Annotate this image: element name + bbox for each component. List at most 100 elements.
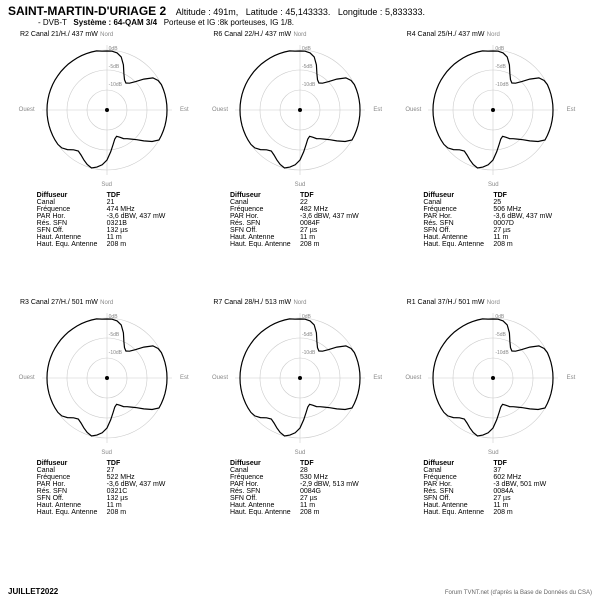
info-value: -3,6 dBW, 437 mW — [107, 481, 177, 488]
dir-label-south: Sud — [295, 182, 306, 188]
info-key: Rés. SFN — [230, 488, 300, 495]
info-value: 27 — [107, 467, 177, 474]
info-block: DiffuseurTDFCanal21Fréquence474 MHzPAR H… — [37, 192, 177, 248]
info-key: SFN Off. — [230, 495, 300, 502]
info-row: Rés. SFN0007D — [423, 220, 563, 227]
info-row: Rés. SFN0084A — [423, 488, 563, 495]
footer-date: JUILLET2022 — [8, 587, 58, 596]
info-row: Haut. Equ. Antenne208 m — [37, 241, 177, 248]
info-row: Canal21 — [37, 199, 177, 206]
dir-label-west: Ouest — [19, 375, 35, 381]
polar-chart: NordSudEstOuest0dB-5dB-10dB — [423, 40, 563, 180]
info-value: TDF — [300, 192, 370, 199]
site-name: SAINT-MARTIN-D'URIAGE 2 — [8, 4, 166, 18]
info-row: Rés. SFN0321B — [37, 220, 177, 227]
info-key: Haut. Equ. Antenne — [230, 241, 300, 248]
diagram-cell: R2 Canal 21/H./ 437 mW NordSudEstOuest0d… — [10, 31, 203, 299]
info-row: Canal22 — [230, 199, 370, 206]
db-label: 0dB — [302, 46, 311, 52]
info-key: Haut. Antenne — [37, 502, 107, 509]
porteuse: Porteuse et IG :8k porteuses, IG 1/8. — [164, 18, 294, 27]
info-value: 0084G — [300, 488, 370, 495]
info-row: Haut. Equ. Antenne208 m — [423, 241, 563, 248]
dir-label-north: Nord — [293, 32, 306, 38]
db-label: 0dB — [495, 314, 504, 320]
db-label: -10dB — [109, 350, 122, 356]
info-key: PAR Hor. — [230, 481, 300, 488]
system-line: - DVB-T Système : 64-QAM 3/4 Porteuse et… — [8, 18, 592, 27]
info-row: Rés. SFN0084G — [230, 488, 370, 495]
sys-value: 64-QAM 3/4 — [113, 18, 157, 27]
info-value: TDF — [300, 460, 370, 467]
dir-label-east: Est — [567, 107, 576, 113]
info-value: 602 MHz — [493, 474, 563, 481]
info-row: Fréquence482 MHz — [230, 206, 370, 213]
dir-label-south: Sud — [101, 182, 112, 188]
info-row: SFN Off.27 µs — [423, 495, 563, 502]
info-value: 11 m — [300, 234, 370, 241]
info-row: Haut. Antenne11 m — [37, 234, 177, 241]
dir-label-west: Ouest — [405, 375, 421, 381]
info-key: Canal — [37, 467, 107, 474]
info-value: 11 m — [493, 234, 563, 241]
info-row: PAR Hor.-3,6 dBW, 437 mW — [37, 213, 177, 220]
info-key: SFN Off. — [37, 495, 107, 502]
info-value: 0007D — [493, 220, 563, 227]
info-row: Haut. Antenne11 m — [230, 234, 370, 241]
dvb: - DVB-T — [38, 18, 67, 27]
db-label: -5dB — [109, 64, 120, 70]
info-key: Fréquence — [37, 474, 107, 481]
db-label: -5dB — [302, 64, 313, 70]
lat-value: 45,143333. — [285, 7, 330, 17]
info-key: Rés. SFN — [37, 488, 107, 495]
info-key: PAR Hor. — [423, 481, 493, 488]
polar-chart: NordSudEstOuest0dB-5dB-10dB — [37, 308, 177, 448]
info-key: Fréquence — [423, 206, 493, 213]
info-key: PAR Hor. — [230, 213, 300, 220]
info-row: DiffuseurTDF — [423, 460, 563, 467]
alt-label: Altitude : — [176, 7, 211, 17]
info-row: Haut. Equ. Antenne208 m — [230, 241, 370, 248]
info-value: 208 m — [300, 241, 370, 248]
info-key: SFN Off. — [37, 227, 107, 234]
info-key: Haut. Equ. Antenne — [423, 241, 493, 248]
info-value: 37 — [493, 467, 563, 474]
info-value: 132 µs — [107, 495, 177, 502]
diagram-cell: R7 Canal 28/H./ 513 mW NordSudEstOuest0d… — [203, 299, 396, 567]
db-label: 0dB — [109, 46, 118, 52]
db-label: 0dB — [302, 314, 311, 320]
polar-chart: NordSudEstOuest0dB-5dB-10dB — [423, 308, 563, 448]
dir-label-north: Nord — [487, 300, 500, 306]
info-value: 530 MHz — [300, 474, 370, 481]
dir-label-east: Est — [180, 375, 189, 381]
info-value: 0321C — [107, 488, 177, 495]
info-value: 11 m — [107, 234, 177, 241]
cell-title: R6 Canal 22/H./ 437 mW — [213, 31, 291, 38]
info-key: Haut. Antenne — [423, 502, 493, 509]
lon-label: Longitude : — [338, 7, 383, 17]
cell-title: R1 Canal 37/H./ 501 mW — [407, 299, 485, 306]
dir-label-east: Est — [373, 107, 382, 113]
info-row: Haut. Antenne11 m — [230, 502, 370, 509]
cell-title: R4 Canal 25/H./ 437 mW — [407, 31, 485, 38]
info-key: Haut. Equ. Antenne — [230, 509, 300, 516]
info-row: Fréquence522 MHz — [37, 474, 177, 481]
info-value: 27 µs — [300, 495, 370, 502]
info-value: 27 µs — [493, 495, 563, 502]
info-row: Canal28 — [230, 467, 370, 474]
dir-label-south: Sud — [488, 450, 499, 456]
info-row: PAR Hor.-3,6 dBW, 437 mW — [37, 481, 177, 488]
info-value: -3,6 dBW, 437 mW — [493, 213, 563, 220]
info-row: Rés. SFN0321C — [37, 488, 177, 495]
info-value: TDF — [107, 192, 177, 199]
info-key: PAR Hor. — [37, 481, 107, 488]
info-value: 11 m — [300, 502, 370, 509]
info-block: DiffuseurTDFCanal28Fréquence530 MHzPAR H… — [230, 460, 370, 516]
diagram-cell: R6 Canal 22/H./ 437 mW NordSudEstOuest0d… — [203, 31, 396, 299]
db-label: -10dB — [495, 82, 508, 88]
info-row: Haut. Equ. Antenne208 m — [230, 509, 370, 516]
db-label: -10dB — [302, 350, 315, 356]
dir-label-west: Ouest — [19, 107, 35, 113]
info-value: 482 MHz — [300, 206, 370, 213]
info-key: Canal — [423, 199, 493, 206]
